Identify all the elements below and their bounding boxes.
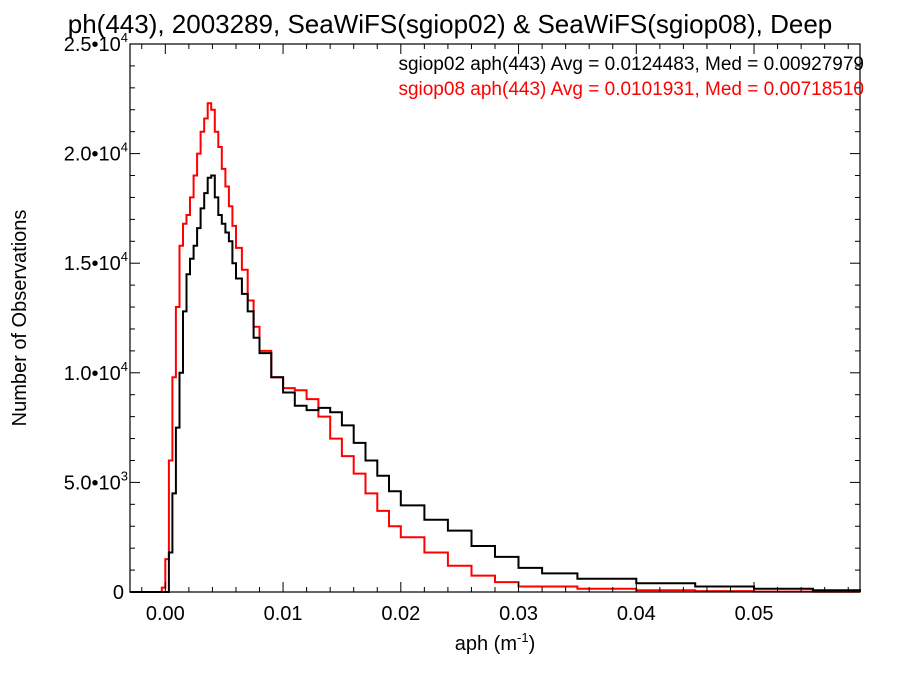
chart-title: ph(443), 2003289, SeaWiFS(sgiop02) & Sea… [68, 9, 833, 39]
y-tick-label: 2.0•104 [64, 140, 128, 166]
y-tick-label: 0 [113, 582, 124, 604]
x-tick-label: 0.04 [617, 603, 656, 625]
series-line-sgiop02 [130, 174, 861, 593]
x-tick-label: 0.02 [381, 603, 420, 625]
x-tick-label: 0.05 [735, 603, 774, 625]
y-axis-label: Number of Observations [9, 210, 31, 427]
y-tick-label: 5.0•103 [64, 468, 128, 494]
axis-layer: 0.00 0.01 0.02 0.03 0.04 0.05 0 5.0•103 1.0•104 1… [64, 30, 860, 625]
y-tick-label: 1.5•104 [64, 249, 128, 275]
x-tick-label: 0.00 [146, 603, 185, 625]
y-tick-label: 1.0•104 [64, 359, 128, 385]
x-tick-label: 0.01 [264, 603, 303, 625]
legend-entry-sgiop02: sgiop02 aph(443) Avg = 0.0124483, Med = … [398, 54, 864, 75]
y-tick-label: 2.5•104 [64, 30, 128, 56]
x-tick-label: 0.03 [499, 603, 538, 625]
series-line-sgiop08 [130, 102, 861, 593]
series-layer [130, 102, 861, 593]
x-axis-label: aph (m-1) [455, 630, 535, 655]
plot-frame [129, 43, 861, 593]
legend-entry-sgiop08: sgiop08 aph(443) Avg = 0.0101931, Med = … [398, 79, 864, 100]
